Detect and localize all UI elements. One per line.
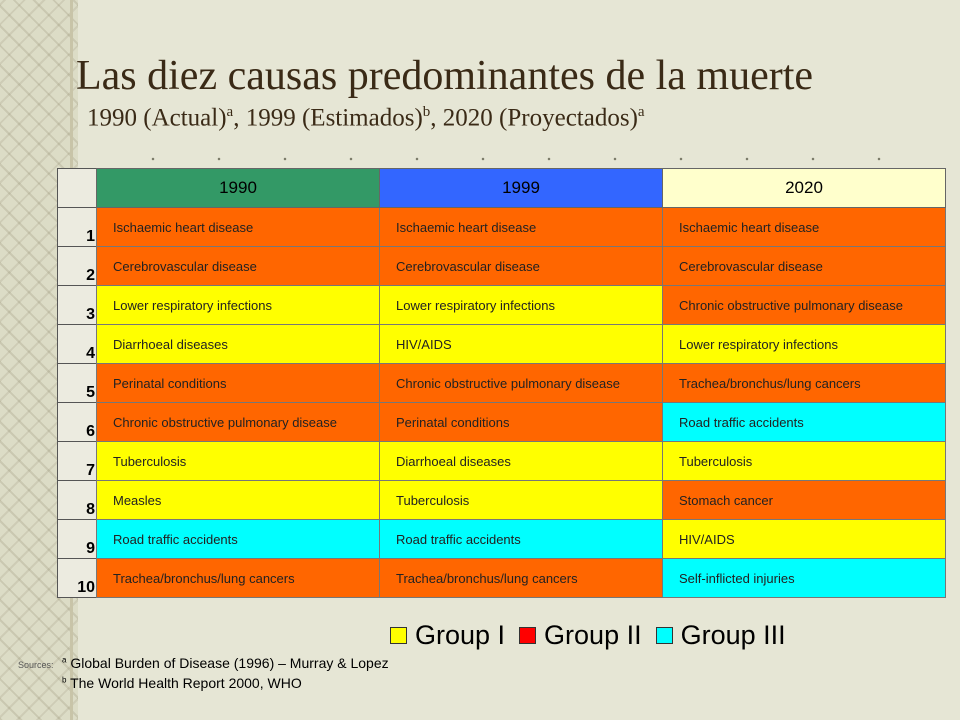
slide-title: Las diez causas predominantes de la muer… [76, 53, 814, 99]
table-row: Diarrhoeal diseases HIV/AIDS Lower respira… [96, 324, 946, 364]
subtitle-part-2: , 1999 (Estimados) [233, 104, 423, 132]
cause-cell: Trachea/bronchus/lung cancers [96, 558, 380, 598]
rank-number: 4 [57, 324, 100, 364]
cause-cell: Tuberculosis [96, 441, 380, 481]
cause-cell: Diarrhoeal diseases [96, 324, 380, 364]
cause-cell: Chronic obstructive pulmonary disease [96, 402, 380, 442]
legend-label: Group III [680, 620, 786, 650]
dotted-divider [120, 157, 910, 161]
cause-cell: Cerebrovascular disease [662, 246, 946, 286]
rank-number: 5 [57, 363, 100, 403]
cause-cell: HIV/AIDS [379, 324, 663, 364]
source-a-mark: a [62, 655, 67, 665]
sources-label: Sources: [18, 660, 54, 670]
subtitle-sup-3: a [637, 104, 645, 120]
source-b-text: The World Health Report 2000, WHO [66, 675, 302, 691]
cause-cell: Ischaemic heart disease [96, 207, 380, 247]
cause-cell: Cerebrovascular disease [379, 246, 663, 286]
rank-number: 9 [57, 519, 100, 559]
cause-cell: Road traffic accidents [662, 402, 946, 442]
table-row: Perinatal conditions Chronic obstructive … [96, 363, 946, 403]
year-header-2020: 2020 [662, 168, 946, 208]
rank-number: 2 [57, 246, 100, 286]
table-row: Measles Tuberculosis Stomach cancer [96, 480, 946, 520]
cause-cell: Ischaemic heart disease [379, 207, 663, 247]
cause-cell: Trachea/bronchus/lung cancers [662, 363, 946, 403]
legend-label: Group II [544, 620, 642, 650]
sources: Sources: a Global Burden of Disease (1996… [18, 655, 389, 695]
table-row: Trachea/bronchus/lung cancers Trachea/bro… [96, 558, 946, 598]
rank-number: 3 [57, 285, 100, 325]
legend-swatch [390, 627, 407, 644]
subtitle-sup-2: b [422, 104, 431, 120]
table-row: Tuberculosis Diarrhoeal diseases Tuberculo… [96, 441, 946, 481]
rank-number: 7 [57, 441, 100, 481]
slide-subtitle: 1990 (Actual)a, 1999 (Estimados)b, 2020 … [87, 104, 645, 132]
cause-cell: Self-inflicted injuries [662, 558, 946, 598]
cause-cell: Ischaemic heart disease [662, 207, 946, 247]
cause-cell: Measles [96, 480, 380, 520]
year-header-1990: 1990 [96, 168, 380, 208]
cause-cell: Lower respiratory infections [379, 285, 663, 325]
table-row: Cerebrovascular disease Cerebrovascular d… [96, 246, 946, 286]
legend: Group I Group II Group III [390, 620, 800, 651]
cause-cell: Tuberculosis [662, 441, 946, 481]
cause-cell: Lower respiratory infections [662, 324, 946, 364]
legend-item: Group II [519, 620, 642, 651]
cause-cell: Chronic obstructive pulmonary disease [662, 285, 946, 325]
cause-cell: Diarrhoeal diseases [379, 441, 663, 481]
year-header-1999: 1999 [379, 168, 663, 208]
subtitle-sup-1: a [226, 104, 234, 120]
legend-label: Group I [415, 620, 506, 650]
cause-cell: Cerebrovascular disease [96, 246, 380, 286]
source-a-text: Global Burden of Disease (1996) – Murray… [66, 655, 389, 671]
legend-item: Group III [655, 620, 786, 651]
source-b: b The World Health Report 2000, WHO [18, 675, 389, 695]
cause-cell: Perinatal conditions [96, 363, 380, 403]
rank-number: 10 [57, 558, 100, 598]
cause-cell: Road traffic accidents [96, 519, 380, 559]
rank-header-cell [57, 168, 100, 208]
legend-swatch [655, 627, 673, 644]
table-row: Chronic obstructive pulmonary disease Per… [96, 402, 946, 442]
subtitle-part-3: , 2020 (Proyectados) [430, 104, 638, 132]
rank-column: 1 2 3 4 5 6 7 8 9 10 [57, 168, 100, 598]
rank-number: 8 [57, 480, 100, 520]
legend-swatch [519, 627, 537, 644]
legend-item: Group I [390, 620, 505, 651]
cause-cell: HIV/AIDS [662, 519, 946, 559]
cause-cell: Perinatal conditions [379, 402, 663, 442]
table-row: Road traffic accidents Road traffic accid… [96, 519, 946, 559]
table-row: Ischaemic heart disease Ischaemic heart d… [96, 207, 946, 247]
table-row: Lower respiratory infections Lower respir… [96, 285, 946, 325]
source-a: Sources: a Global Burden of Disease (1996… [18, 655, 389, 675]
causes-table: 1990 1999 2020 Ischaemic heart disease Isch… [96, 168, 946, 598]
subtitle-part-1: 1990 (Actual) [87, 104, 227, 132]
cause-cell: Tuberculosis [379, 480, 663, 520]
cause-cell: Trachea/bronchus/lung cancers [379, 558, 663, 598]
rank-number: 6 [57, 402, 100, 442]
cause-cell: Lower respiratory infections [96, 285, 380, 325]
cause-cell: Stomach cancer [662, 480, 946, 520]
cause-cell: Chronic obstructive pulmonary disease [379, 363, 663, 403]
cause-cell: Road traffic accidents [379, 519, 663, 559]
rank-number: 1 [57, 207, 100, 247]
source-b-mark: b [62, 675, 67, 685]
